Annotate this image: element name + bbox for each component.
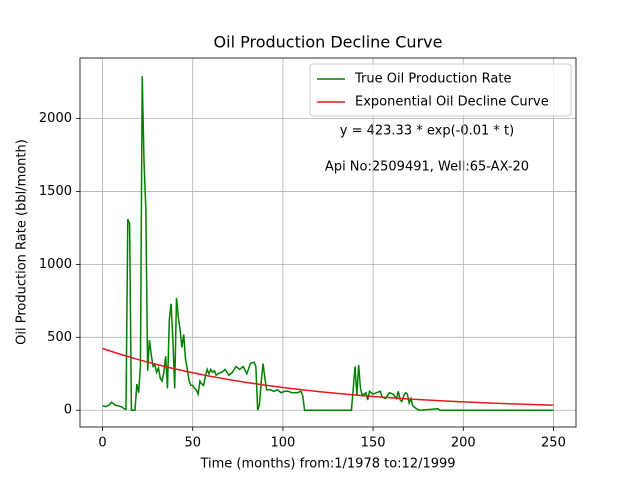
data-line bbox=[102, 76, 554, 411]
y-axis-label: Oil Production Rate (bbl/month) bbox=[15, 139, 30, 345]
legend-label: Exponential Oil Decline Curve bbox=[355, 95, 549, 110]
y-tick-label: 2000 bbox=[39, 111, 72, 126]
x-tick-label: 50 bbox=[184, 436, 201, 451]
y-tick-label: 0 bbox=[64, 403, 72, 418]
x-tick-label: 0 bbox=[98, 436, 106, 451]
y-tick-label: 1500 bbox=[39, 184, 72, 199]
x-axis-label: Time (months) from:1/1978 to:12/1999 bbox=[199, 457, 455, 472]
y-tick-label: 500 bbox=[47, 330, 72, 345]
x-tick-label: 100 bbox=[270, 436, 295, 451]
data-line bbox=[102, 347, 554, 406]
chart-title: Oil Production Decline Curve bbox=[214, 33, 443, 52]
x-tick-label: 150 bbox=[361, 436, 386, 451]
y-tick-label: 1000 bbox=[39, 257, 72, 272]
plot-frame bbox=[79, 57, 577, 428]
x-tick-label: 200 bbox=[451, 436, 476, 451]
x-tick-label: 250 bbox=[541, 436, 566, 451]
annotation: Api No:2509491, Well:65-AX-20 bbox=[325, 160, 529, 175]
legend-label: True Oil Production Rate bbox=[354, 72, 511, 87]
legend-box bbox=[309, 63, 572, 117]
annotation: y = 423.33 * exp(-0.01 * t) bbox=[340, 124, 514, 139]
